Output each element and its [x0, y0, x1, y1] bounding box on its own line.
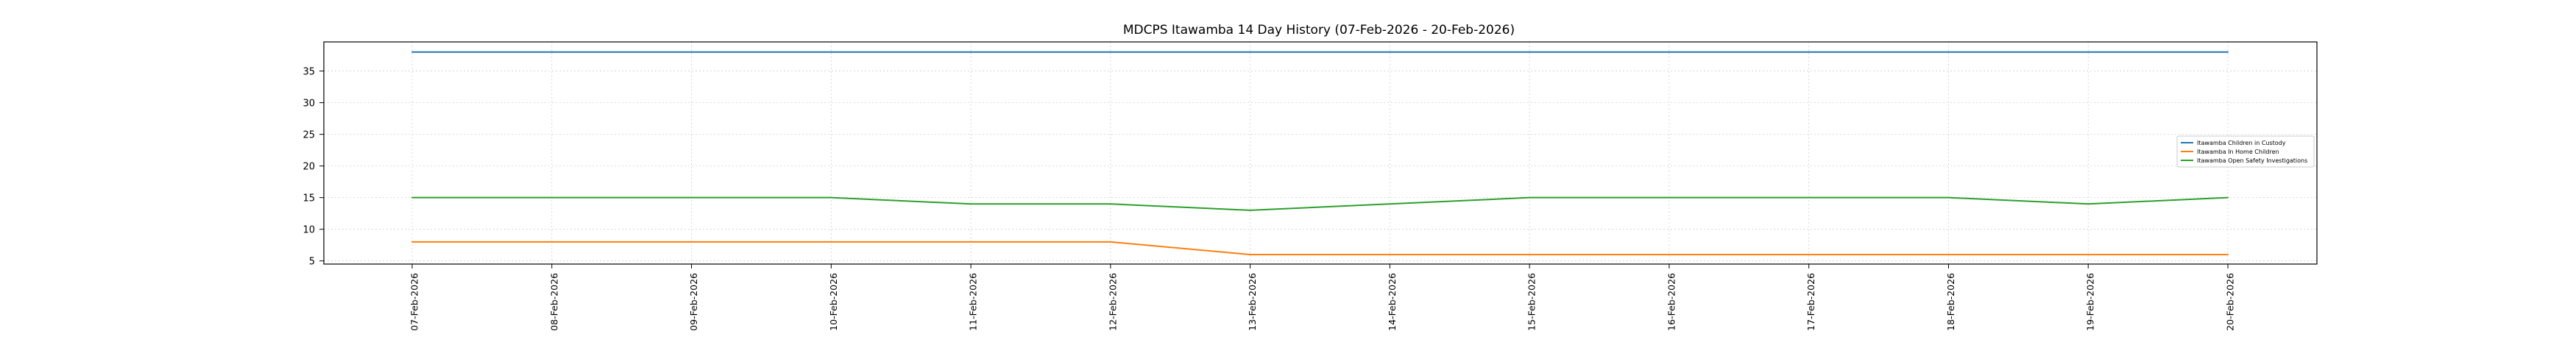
data-point	[2087, 203, 2090, 205]
data-point	[1249, 209, 1251, 211]
data-point	[830, 51, 832, 53]
data-point	[2087, 254, 2090, 256]
data-point	[1947, 254, 1950, 256]
data-point	[411, 51, 413, 53]
x-tick-label: 11-Feb-2026	[968, 273, 979, 331]
data-point	[2227, 51, 2229, 53]
x-tick-label: 15-Feb-2026	[1526, 273, 1538, 331]
legend-box	[2176, 135, 2315, 168]
data-point	[830, 241, 832, 243]
series-3	[411, 196, 2229, 211]
data-point	[2087, 51, 2090, 53]
data-point	[551, 241, 553, 243]
y-tick-label: 30	[302, 99, 315, 110]
data-point	[970, 51, 972, 53]
data-point	[690, 51, 693, 53]
x-axis: 07-Feb-2026 08-Feb-2026 09-Feb-2026 10-Feb-…	[409, 264, 2236, 331]
data-point	[1947, 196, 1950, 199]
data-point	[830, 196, 832, 199]
data-point	[1668, 51, 1670, 53]
legend-label: Itawamba In Home Children	[2197, 149, 2279, 155]
data-point	[1808, 254, 1810, 256]
data-point	[1947, 51, 1950, 53]
data-point	[1808, 196, 1810, 199]
data-point	[411, 196, 413, 199]
y-tick-label: 20	[302, 162, 315, 173]
data-point	[2227, 254, 2229, 256]
legend-label: Itawamba Children in Custody	[2197, 140, 2286, 146]
data-point	[1529, 254, 1531, 256]
data-point	[2227, 196, 2229, 199]
chart-title: MDCPS Itawamba 14 Day History (07-Feb-20…	[1123, 23, 1515, 38]
data-point	[1109, 203, 1111, 205]
y-tick-label: 5	[309, 257, 315, 268]
data-point	[970, 203, 972, 205]
grid	[324, 42, 2317, 264]
x-tick-label: 10-Feb-2026	[828, 273, 839, 331]
x-tick-label: 14-Feb-2026	[1387, 273, 1398, 331]
data-point	[1529, 51, 1531, 53]
series-line	[412, 196, 2229, 211]
data-point	[1389, 51, 1391, 53]
x-tick-label: 18-Feb-2026	[1945, 273, 1956, 331]
x-tick-label: 16-Feb-2026	[1666, 273, 1677, 331]
data-point	[1389, 203, 1391, 205]
series-1	[411, 51, 2229, 53]
legend-label: Itawamba Open Safety Investigations	[2197, 157, 2307, 164]
data-point	[690, 241, 693, 243]
data-point	[1389, 254, 1391, 256]
x-tick-label: 13-Feb-2026	[1247, 273, 1258, 331]
data-point	[1808, 51, 1810, 53]
data-point	[1668, 254, 1670, 256]
x-tick-label: 19-Feb-2026	[2085, 273, 2096, 331]
data-point	[690, 196, 693, 199]
x-tick-label: 12-Feb-2026	[1107, 273, 1118, 331]
y-tick-label: 15	[302, 193, 315, 204]
data-point	[1109, 51, 1111, 53]
x-tick-label: 09-Feb-2026	[688, 273, 699, 331]
data-point	[1529, 196, 1531, 199]
series-lines	[411, 51, 2229, 256]
data-point	[551, 196, 553, 199]
data-point	[551, 51, 553, 53]
x-tick-label: 20-Feb-2026	[2225, 273, 2236, 331]
x-tick-label: 07-Feb-2026	[409, 273, 420, 331]
x-tick-label: 08-Feb-2026	[548, 273, 559, 331]
y-tick-label: 25	[302, 130, 315, 141]
data-point	[1249, 51, 1251, 53]
data-point	[1668, 196, 1670, 199]
x-tick-label: 17-Feb-2026	[1805, 273, 1816, 331]
data-point	[1109, 241, 1111, 243]
y-axis: 5 10 15 20 25 30 35	[302, 67, 324, 268]
series-line	[412, 241, 2228, 256]
plot-area-frame	[323, 41, 2318, 265]
y-tick-label: 35	[302, 67, 315, 78]
data-point	[411, 241, 413, 243]
legend: Itawamba Children in Custody Itawamba In …	[2176, 135, 2315, 168]
series-2	[411, 241, 2229, 256]
y-tick-label: 10	[302, 225, 315, 236]
data-point	[1249, 254, 1251, 256]
data-point	[970, 241, 972, 243]
